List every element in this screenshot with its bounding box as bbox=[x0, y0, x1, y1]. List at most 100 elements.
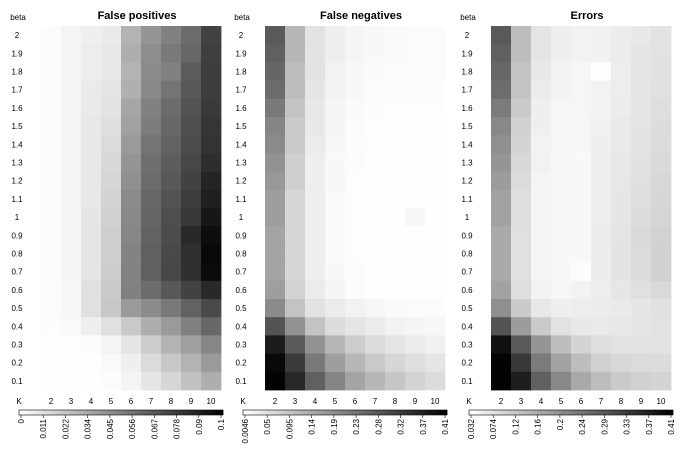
heatmap-cell bbox=[651, 135, 672, 154]
heatmap-cell bbox=[121, 280, 142, 300]
heatmap-cell bbox=[325, 171, 346, 191]
colorbar-segment bbox=[379, 410, 383, 415]
heatmap-cell bbox=[591, 98, 612, 118]
colorbar-segment bbox=[192, 410, 197, 415]
heatmap-cell bbox=[571, 171, 592, 191]
colorbar-tick-label: 0.33 bbox=[623, 418, 632, 434]
heatmap-cell bbox=[405, 299, 426, 318]
x-tick-label: 4 bbox=[539, 397, 544, 406]
colorbar-tick-label: 0.29 bbox=[600, 418, 609, 434]
colorbar-segment bbox=[625, 410, 630, 415]
colorbar-segment bbox=[526, 410, 531, 415]
heatmap-cell bbox=[121, 208, 142, 227]
heatmap-cell bbox=[531, 262, 552, 282]
colorbar-segment bbox=[93, 410, 98, 415]
heatmap-cell bbox=[161, 371, 182, 391]
y-tick-label: 1.6 bbox=[461, 104, 473, 113]
heatmap-cell bbox=[101, 153, 122, 172]
x-tick-label: 9 bbox=[639, 397, 644, 406]
heatmap-cell bbox=[325, 262, 346, 282]
heatmap-cell bbox=[201, 244, 222, 263]
heatmap-cell bbox=[101, 280, 122, 300]
colorbar-segment bbox=[287, 410, 291, 415]
y-tick-label: 0.4 bbox=[235, 322, 247, 331]
colorbar-segment bbox=[97, 410, 101, 415]
colorbar-segment bbox=[19, 410, 23, 415]
y-tick-label: 1.1 bbox=[11, 195, 23, 204]
colorbar-segment bbox=[530, 410, 534, 415]
heatmap-cell bbox=[121, 371, 142, 391]
heatmap-cell bbox=[491, 317, 512, 336]
heatmap-cell bbox=[345, 80, 366, 100]
heatmap-cell bbox=[531, 62, 552, 81]
heatmap-cell bbox=[61, 317, 82, 336]
heatmap-cell bbox=[305, 44, 326, 63]
heatmap-cell bbox=[81, 371, 102, 391]
colorbar-tick-label: 0.078 bbox=[173, 418, 182, 439]
heatmap-cell bbox=[631, 26, 652, 45]
heatmap-cell bbox=[425, 80, 446, 100]
heatmap-cell bbox=[511, 208, 532, 227]
heatmap-cell bbox=[201, 353, 222, 373]
colorbar-segment bbox=[124, 410, 129, 415]
colorbar-segment bbox=[385, 410, 390, 415]
heatmap-cell bbox=[651, 26, 672, 45]
heatmap-cell bbox=[365, 317, 386, 336]
colorbar-segment bbox=[212, 410, 217, 415]
heatmap-cell bbox=[345, 353, 366, 373]
heatmap-cell bbox=[385, 44, 406, 63]
colorbar-segment bbox=[547, 410, 551, 415]
heatmap-cell bbox=[425, 171, 446, 191]
colorbar-tick-label: 0.0046 bbox=[241, 418, 250, 443]
colorbar-segment bbox=[321, 410, 325, 415]
x-tick-label: 9 bbox=[189, 397, 194, 406]
colorbar-segment bbox=[489, 410, 494, 415]
heatmap-cell bbox=[511, 280, 532, 300]
heatmap-cell bbox=[511, 153, 532, 172]
colorbar-segment bbox=[87, 410, 91, 415]
heatmap-cell bbox=[101, 335, 122, 354]
heatmap-cell bbox=[285, 244, 306, 263]
y-tick-label: 0.8 bbox=[461, 250, 473, 259]
heatmap-cell bbox=[141, 262, 162, 282]
heatmap-cell bbox=[285, 117, 306, 136]
colorbar-segment bbox=[195, 410, 200, 415]
y-tick-label: 1.7 bbox=[11, 86, 23, 95]
heatmap-cell bbox=[101, 171, 122, 191]
heatmap-cell bbox=[101, 26, 122, 45]
heatmap-cell bbox=[611, 317, 632, 336]
y-tick-label: 0.1 bbox=[11, 377, 23, 386]
heatmap-cell bbox=[365, 26, 386, 45]
colorbar-segment bbox=[472, 410, 477, 415]
heatmap-cell bbox=[285, 26, 306, 45]
y-tick-label: 0.2 bbox=[235, 359, 247, 368]
heatmap-cell bbox=[385, 371, 406, 391]
colorbar-segment bbox=[368, 410, 373, 415]
heatmap-cell bbox=[201, 262, 222, 282]
colorbar-segment bbox=[134, 410, 139, 415]
heatmap-cell bbox=[305, 98, 326, 118]
heatmap-cell bbox=[81, 135, 102, 154]
heatmap-cell bbox=[121, 299, 142, 318]
heatmap-cell bbox=[385, 80, 406, 100]
heatmap-cell bbox=[591, 226, 612, 245]
colorbar-segment bbox=[479, 410, 483, 415]
colorbar-segment bbox=[409, 410, 414, 415]
heatmap-cell bbox=[511, 189, 532, 209]
heatmap-cell bbox=[161, 226, 182, 245]
heatmap-cell bbox=[511, 244, 532, 263]
heatmap-cell bbox=[511, 80, 532, 100]
heatmap-cell bbox=[511, 117, 532, 136]
heatmap-cell bbox=[61, 335, 82, 354]
heatmap-cell bbox=[571, 117, 592, 136]
heatmap-cell bbox=[491, 98, 512, 118]
colorbar-segment bbox=[107, 410, 112, 415]
heatmap-cell bbox=[611, 280, 632, 300]
heatmap-cell bbox=[265, 353, 286, 373]
heatmap-cell bbox=[161, 153, 182, 172]
heatmap-cell bbox=[141, 98, 162, 118]
heatmap-cells bbox=[491, 26, 672, 391]
colorbar-segment bbox=[358, 410, 363, 415]
heatmap-cell bbox=[425, 226, 446, 245]
heatmap-cell bbox=[631, 335, 652, 354]
